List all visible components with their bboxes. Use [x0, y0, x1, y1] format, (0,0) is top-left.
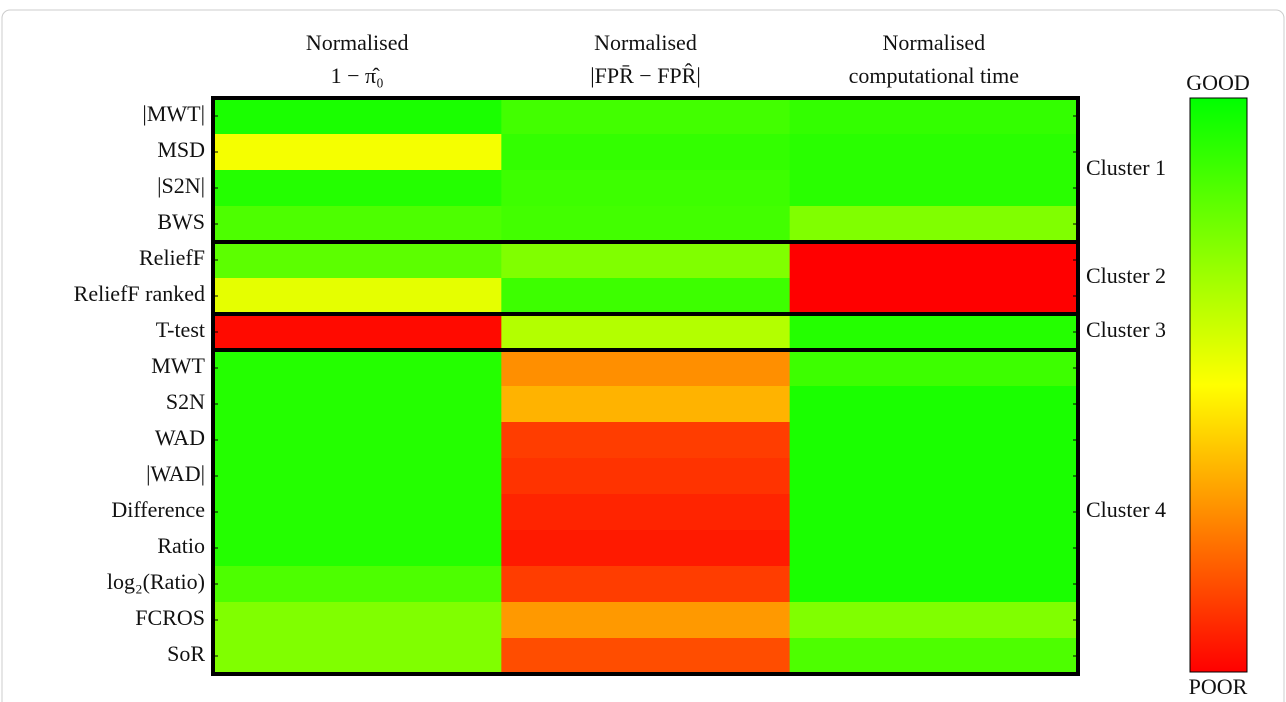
row-label: |S2N|	[157, 173, 205, 198]
column-label: Normalised	[306, 30, 409, 55]
heat-cell	[501, 422, 791, 459]
heat-cell	[501, 530, 791, 567]
heat-cell	[213, 494, 502, 531]
heat-cell	[213, 242, 502, 279]
colorbar	[1189, 97, 1248, 673]
heat-cell	[501, 458, 791, 495]
heat-cell	[213, 278, 502, 315]
heat-cell	[501, 350, 791, 387]
row-label: MSD	[157, 137, 205, 162]
heat-cell	[789, 134, 1079, 171]
heat-cell	[501, 170, 791, 207]
cluster-label: Cluster 1	[1086, 155, 1166, 180]
heat-cell	[501, 98, 791, 135]
row-label: |MWT|	[142, 101, 205, 126]
heat-cell	[501, 638, 791, 675]
cluster-label: Cluster 2	[1086, 263, 1166, 288]
heat-cell	[789, 278, 1079, 315]
heat-cell	[789, 638, 1079, 675]
row-label: BWS	[157, 209, 205, 234]
heat-cell	[213, 638, 502, 675]
row-label: S2N	[166, 389, 205, 414]
heat-cell	[213, 206, 502, 243]
column-label: computational time	[849, 63, 1019, 88]
heat-cell	[213, 350, 502, 387]
row-label: ReliefF	[139, 245, 205, 270]
column-label: Normalised	[883, 30, 986, 55]
heat-cell	[501, 602, 791, 639]
heat-cell	[789, 386, 1079, 423]
heat-cell	[213, 422, 502, 459]
cluster-border	[211, 348, 1080, 676]
heat-cell	[213, 314, 502, 351]
heat-cell	[789, 170, 1079, 207]
heat-cell	[213, 530, 502, 567]
heat-cell	[501, 566, 791, 603]
heat-cell	[789, 314, 1079, 351]
heat-cell	[213, 566, 502, 603]
heat-cell	[501, 386, 791, 423]
heat-cell	[789, 350, 1079, 387]
heat-cell	[789, 422, 1079, 459]
column-label: Normalised	[594, 30, 697, 55]
heat-cell	[789, 566, 1079, 603]
cluster-label: Cluster 4	[1086, 497, 1166, 522]
row-label: ReliefF ranked	[74, 281, 205, 306]
heat-cell	[213, 458, 502, 495]
heat-cell	[789, 602, 1079, 639]
heat-cell	[501, 206, 791, 243]
heat-cell	[789, 242, 1079, 279]
heat-cell	[501, 314, 791, 351]
frame	[1, 9, 1285, 702]
column-label: 1 − π̂₀	[331, 63, 384, 88]
heat-cell	[501, 134, 791, 171]
heat-cell	[789, 206, 1079, 243]
row-label: |WAD|	[146, 461, 205, 486]
heat-cell	[789, 494, 1079, 531]
row-label: T-test	[156, 317, 205, 342]
heat-cell	[213, 386, 502, 423]
row-label: MWT	[151, 353, 205, 378]
heat-cell	[789, 458, 1079, 495]
heat-cell	[501, 494, 791, 531]
row-label: FCROS	[135, 605, 205, 630]
column-label: |FPR̄ − FPR̂|	[590, 63, 701, 88]
heat-cell	[213, 98, 502, 135]
heat-cell	[501, 278, 791, 315]
heat-cell	[213, 602, 502, 639]
row-label: WAD	[155, 425, 205, 450]
heat-cell	[789, 530, 1079, 567]
row-label: log₂(Ratio)	[107, 569, 205, 594]
colorbar-label: POOR	[1189, 674, 1248, 699]
heat-cell	[213, 134, 502, 171]
heat-cell	[501, 242, 791, 279]
heat-cell	[213, 170, 502, 207]
cluster-label: Cluster 3	[1086, 317, 1166, 342]
colorbar-label: GOOD	[1186, 70, 1250, 95]
row-label: Difference	[111, 497, 205, 522]
row-label: SoR	[167, 641, 205, 666]
row-label: Ratio	[157, 533, 205, 558]
heat-cell	[789, 98, 1079, 135]
